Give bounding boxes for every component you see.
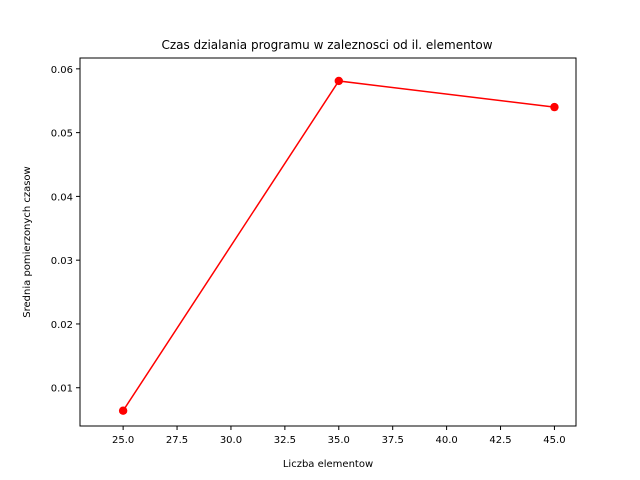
x-axis-label: Liczba elementow (283, 459, 373, 470)
y-tick-label: 0.03 (51, 256, 73, 267)
y-tick-label: 0.06 (51, 65, 73, 76)
chart-title: Czas dzialania programu w zaleznosci od … (161, 38, 492, 52)
x-tick-label: 30.0 (220, 435, 242, 446)
y-tick-label: 0.05 (51, 129, 73, 140)
x-tick-label: 37.5 (382, 435, 404, 446)
y-tick-label: 0.01 (51, 384, 73, 395)
x-tick-label: 45.0 (543, 435, 565, 446)
plot-frame (79, 57, 577, 427)
data-point-marker (118, 406, 128, 415)
y-axis-ticks: 0.01 0.02 0.03 0.04 0.05 0.06 (51, 65, 80, 395)
y-tick-label: 0.02 (51, 320, 73, 331)
series-layer (118, 76, 559, 415)
x-tick-label: 35.0 (328, 435, 350, 446)
x-tick-label: 32.5 (274, 435, 296, 446)
x-axis-ticks: 25.0 27.5 30.0 32.5 35.0 37.5 40.0 42.5 45.0 (112, 426, 566, 446)
x-tick-label: 27.5 (166, 435, 188, 446)
y-tick-label: 0.04 (51, 192, 73, 203)
x-tick-label: 25.0 (112, 435, 134, 446)
data-point-marker (334, 76, 343, 86)
x-tick-label: 42.5 (489, 435, 511, 446)
x-tick-label: 40.0 (435, 435, 457, 446)
data-point-marker (550, 102, 559, 112)
y-axis-label: Srednia pomierzonych czasow (22, 166, 33, 317)
